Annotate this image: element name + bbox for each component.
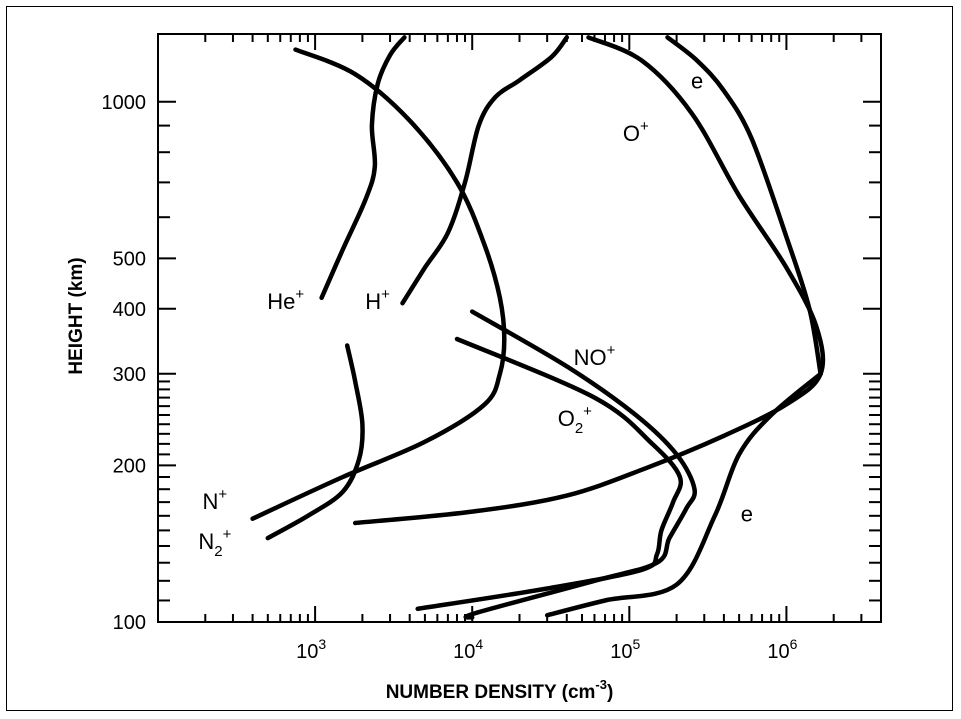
curve-n2-plus [265,343,365,541]
curve-he-plus [319,35,407,301]
curve-label-h-plus: H+ [365,286,390,314]
curve-label-no-plus: NO+ [574,342,616,370]
y-tick-label-500: 500 [113,248,146,270]
x-tick-label-1000: 103 [296,636,326,663]
curve-o2-plus [415,336,683,612]
x-axis-title: NUMBER DENSITY (cm-3) [386,677,614,703]
curve-label-e-upper: e [691,69,703,94]
y-axis-ticks: 100 200 300 400 500 1000 [102,92,881,634]
curve-label-e-lower: e [741,502,753,527]
curve-label-he-plus: He+ [267,286,304,314]
x-tick-label-100000: 105 [610,636,640,663]
curve-h-plus [400,35,570,306]
y-tick-label-1000: 1000 [102,92,147,114]
y-tick-label-100: 100 [113,612,146,634]
x-axis-ticks: 103 104 105 106 [157,34,863,663]
curve-labels: He+ H+ O+ e N+ N2+ NO+ O2+ e [198,69,753,561]
figure-frame [6,6,953,711]
curve-e-lower [544,371,823,618]
density-curves [250,35,826,620]
curve-no-plus [463,309,698,620]
curve-label-o2-plus: O2+ [558,403,592,437]
curve-n-plus [250,47,507,521]
x-axis-title-text: NUMBER DENSITY (cm [386,682,596,703]
x-tick-label-1000000: 106 [767,636,797,663]
curve-label-n2-plus: N2+ [198,526,231,560]
curve-label-n-plus: N+ [203,486,228,514]
y-tick-label-200: 200 [113,455,146,477]
plot-area [157,33,882,623]
y-tick-label-400: 400 [113,299,146,321]
x-axis-title-close: ) [607,682,613,703]
curve-o-plus-upper [352,35,826,526]
curve-e-upper [665,35,823,377]
x-tick-label-10000: 104 [453,636,483,663]
y-tick-label-300: 300 [113,364,146,386]
x-axis-title-exponent: -3 [595,677,607,692]
curve-label-o-plus-upper: O+ [623,118,649,146]
y-axis-title: HEIGHT (km) [66,257,87,374]
